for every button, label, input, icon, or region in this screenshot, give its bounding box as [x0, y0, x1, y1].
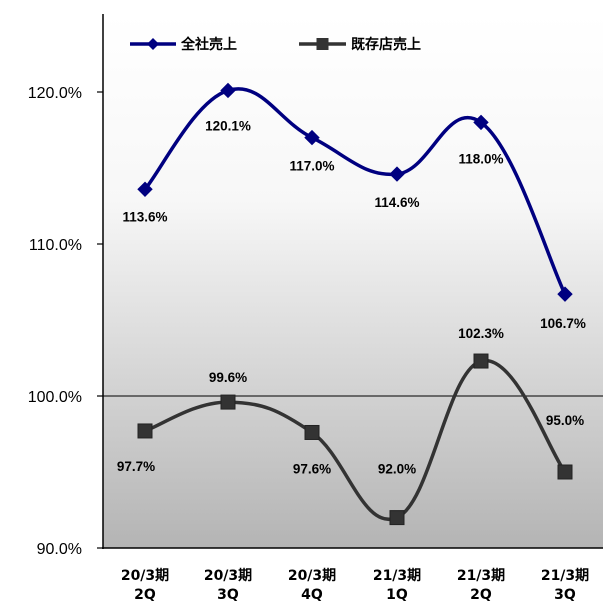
x-tick-label-line1: 20/3期	[121, 568, 169, 584]
data-label: 99.6%	[209, 370, 247, 385]
x-tick-label-line1: 20/3期	[288, 568, 336, 584]
data-point-square	[390, 511, 404, 525]
data-point-square	[138, 424, 152, 438]
x-tick-label-line1: 21/3期	[457, 568, 505, 584]
x-tick-label-line2: 3Q	[217, 587, 239, 603]
y-tick-label: 110.0%	[29, 237, 82, 254]
data-point-square	[558, 465, 572, 479]
y-tick-label: 90.0%	[37, 541, 82, 558]
data-label: 97.7%	[117, 459, 155, 474]
data-point-square	[305, 425, 319, 439]
plot-area	[103, 14, 603, 548]
legend-label: 既存店売上	[351, 36, 421, 53]
data-label: 113.6%	[122, 209, 167, 224]
x-tick-label-line2: 4Q	[301, 587, 323, 603]
data-label: 97.6%	[293, 461, 331, 476]
x-tick-label-line2: 2Q	[470, 587, 492, 603]
x-tick-label-line2: 2Q	[134, 587, 156, 603]
data-point-square	[474, 354, 488, 368]
y-tick-label: 120.0%	[28, 85, 82, 102]
data-label: 95.0%	[546, 413, 584, 428]
data-label: 92.0%	[378, 462, 416, 477]
y-tick-label: 100.0%	[28, 389, 82, 406]
x-tick-label-line2: 1Q	[386, 587, 408, 603]
data-label: 117.0%	[289, 159, 334, 174]
data-label: 118.0%	[458, 151, 503, 166]
data-label: 120.1%	[205, 118, 251, 133]
legend-label: 全社売上	[180, 36, 237, 53]
x-tick-label-line1: 20/3期	[204, 568, 252, 584]
legend-marker-square	[317, 38, 329, 50]
data-label: 102.3%	[458, 326, 504, 341]
x-tick-label-line1: 21/3期	[373, 568, 421, 584]
data-label: 114.6%	[374, 195, 419, 210]
data-point-square	[221, 395, 235, 409]
x-tick-label-line2: 3Q	[554, 587, 576, 603]
data-label: 106.7%	[540, 316, 586, 331]
x-tick-label-line1: 21/3期	[541, 568, 589, 584]
